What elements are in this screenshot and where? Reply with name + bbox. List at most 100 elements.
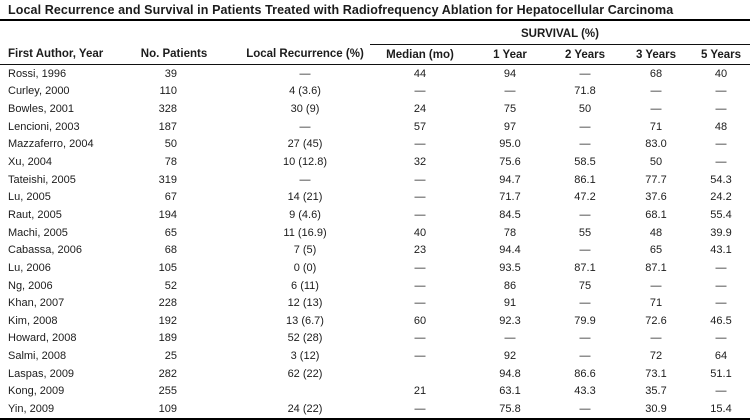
table-cell: 43.3 (574, 385, 596, 398)
table-cell: 48 (649, 226, 663, 239)
table-cell: 93.5 (499, 261, 521, 274)
table-cell: — (414, 85, 426, 98)
table-cell: 110 (159, 85, 177, 98)
table-row: Lu, 2005 67 14 (21) — 71.7 47.2 37.6 24.2 (0, 188, 750, 206)
table-row: Kong, 2009 255 21 63.1 43.3 35.7 — (0, 383, 750, 401)
table-cell: 55.4 (710, 208, 732, 221)
table-cell: — (414, 191, 426, 204)
table-cell: 3 (12) (290, 350, 320, 363)
table-cell: 60 (413, 314, 427, 327)
table-row: Kim, 2008 192 13 (6.7) 60 92.3 79.9 72.6 46.5 (0, 312, 750, 330)
table-cell: 48 (714, 120, 728, 133)
table-row: Machi, 2005 65 11 (16.9) 40 78 55 48 39.9 (0, 224, 750, 242)
table-cell: — (414, 332, 426, 345)
table-cell: 109 (158, 402, 177, 415)
table-cell: 94.8 (499, 367, 521, 380)
table-cell: Khan, 2007 (8, 297, 65, 310)
table-cell: 255 (158, 385, 177, 398)
table-cell: 44 (413, 67, 427, 80)
table-cell: 9 (4.6) (289, 208, 321, 221)
table-cell: 62 (22) (287, 367, 323, 380)
table-cell: Tateishi, 2005 (8, 173, 76, 186)
table-cell: 94 (503, 67, 517, 80)
table-cell: 79.9 (574, 314, 596, 327)
table-cell: 30 (9) (290, 103, 320, 116)
table-cell: Lu, 2006 (8, 261, 51, 274)
table-cell: 92.3 (499, 314, 521, 327)
table-cell: 6 (11) (291, 279, 319, 292)
table-cell: 39.9 (710, 226, 732, 239)
table-cell: — (715, 85, 727, 98)
table-cell: — (299, 173, 311, 186)
table-cell: 68 (649, 67, 663, 80)
group-header-row: SURVIVAL (%) (0, 21, 750, 45)
table-body: Rossi, 1996 39 — 44 94 — 68 40 Curley, 2000 110 4 … (0, 65, 750, 419)
table-cell: 24.2 (710, 191, 732, 204)
column-header-2-years: 2 Years (550, 44, 620, 65)
table-cell: 73.1 (645, 367, 667, 380)
table-cell: Laspas, 2009 (8, 367, 75, 380)
table-row: Lencioni, 2003 187 — 57 97 — 71 48 (0, 118, 750, 136)
table-cell: — (414, 138, 426, 151)
table-cell: 65 (164, 226, 177, 239)
table-cell: 15.4 (710, 402, 732, 415)
table-cell: 84.5 (499, 208, 521, 221)
table-cell: 189 (158, 332, 177, 345)
table-row: Cabassa, 2006 68 7 (5) 23 94.4 — 65 43.1 (0, 241, 750, 259)
table-cell: 58.5 (574, 156, 596, 169)
table-cell: — (579, 244, 591, 257)
table-cell: Ng, 2006 (8, 279, 53, 292)
table-cell: 24 (22) (287, 402, 323, 415)
table-cell: 78 (164, 156, 177, 169)
table-cell: 24 (413, 103, 427, 116)
table-cell: — (414, 261, 426, 274)
table-cell: — (715, 156, 727, 169)
table-cell: Raut, 2005 (8, 208, 62, 221)
table-row: Lu, 2006 105 0 (0) — 93.5 87.1 87.1 — (0, 259, 750, 277)
column-header-local-recurrence: Local Recurrence (%) (240, 44, 370, 65)
table-cell: Curley, 2000 (8, 85, 70, 98)
table-cell: 46.5 (710, 314, 732, 327)
table-cell: — (579, 138, 591, 151)
table-cell: — (579, 120, 591, 133)
table-cell: Kong, 2009 (8, 385, 65, 398)
table-cell: 40 (714, 67, 728, 80)
table-cell: 55 (578, 226, 592, 239)
table-cell: 75.6 (499, 156, 521, 169)
table-cell (370, 365, 470, 383)
table-cell: 64 (714, 350, 728, 363)
table-cell: 72.6 (645, 314, 667, 327)
table-cell: 52 (28) (287, 332, 323, 345)
table-cell: 187 (158, 120, 177, 133)
table-row: Curley, 2000 110 4 (3.6) — — 71.8 — — (0, 83, 750, 101)
table-cell: 105 (158, 261, 177, 274)
table-cell: 37.6 (645, 191, 667, 204)
table-cell: 95.0 (499, 138, 521, 151)
table-cell: 75 (503, 103, 517, 116)
table-cell: 47.2 (574, 191, 596, 204)
table-row: Ng, 2006 52 6 (11) — 86 75 — — (0, 277, 750, 295)
table-cell: — (579, 402, 591, 415)
column-header-row: First Author, Year No. Patients Local Re… (0, 44, 750, 65)
column-header-1-year: 1 Year (470, 44, 550, 65)
table-cell: 328 (158, 103, 177, 116)
table-cell: 50 (578, 103, 592, 116)
table-cell: — (579, 350, 591, 363)
table-cell: Yin, 2009 (8, 402, 55, 415)
table-header: SURVIVAL (%) First Author, Year No. Pati… (0, 21, 750, 65)
table-cell: 228 (158, 297, 177, 310)
table-cell: — (414, 173, 426, 186)
table-cell: — (715, 279, 727, 292)
table-cell: 10 (12.8) (282, 156, 328, 169)
table-cell: 12 (13) (287, 297, 323, 310)
table-cell: 87.1 (574, 261, 596, 274)
table-cell: 32 (413, 156, 427, 169)
table-cell: — (579, 67, 591, 80)
table-row: Laspas, 2009 282 62 (22) 94.8 86.6 73.1 51.1 (0, 365, 750, 383)
table-cell: 25 (164, 350, 177, 363)
table-row: Bowles, 2001 328 30 (9) 24 75 50 — — (0, 100, 750, 118)
table-cell: — (414, 297, 426, 310)
table-cell: 63.1 (499, 385, 521, 398)
table-cell: Salmi, 2008 (8, 350, 67, 363)
table-cell: 23 (413, 244, 427, 257)
